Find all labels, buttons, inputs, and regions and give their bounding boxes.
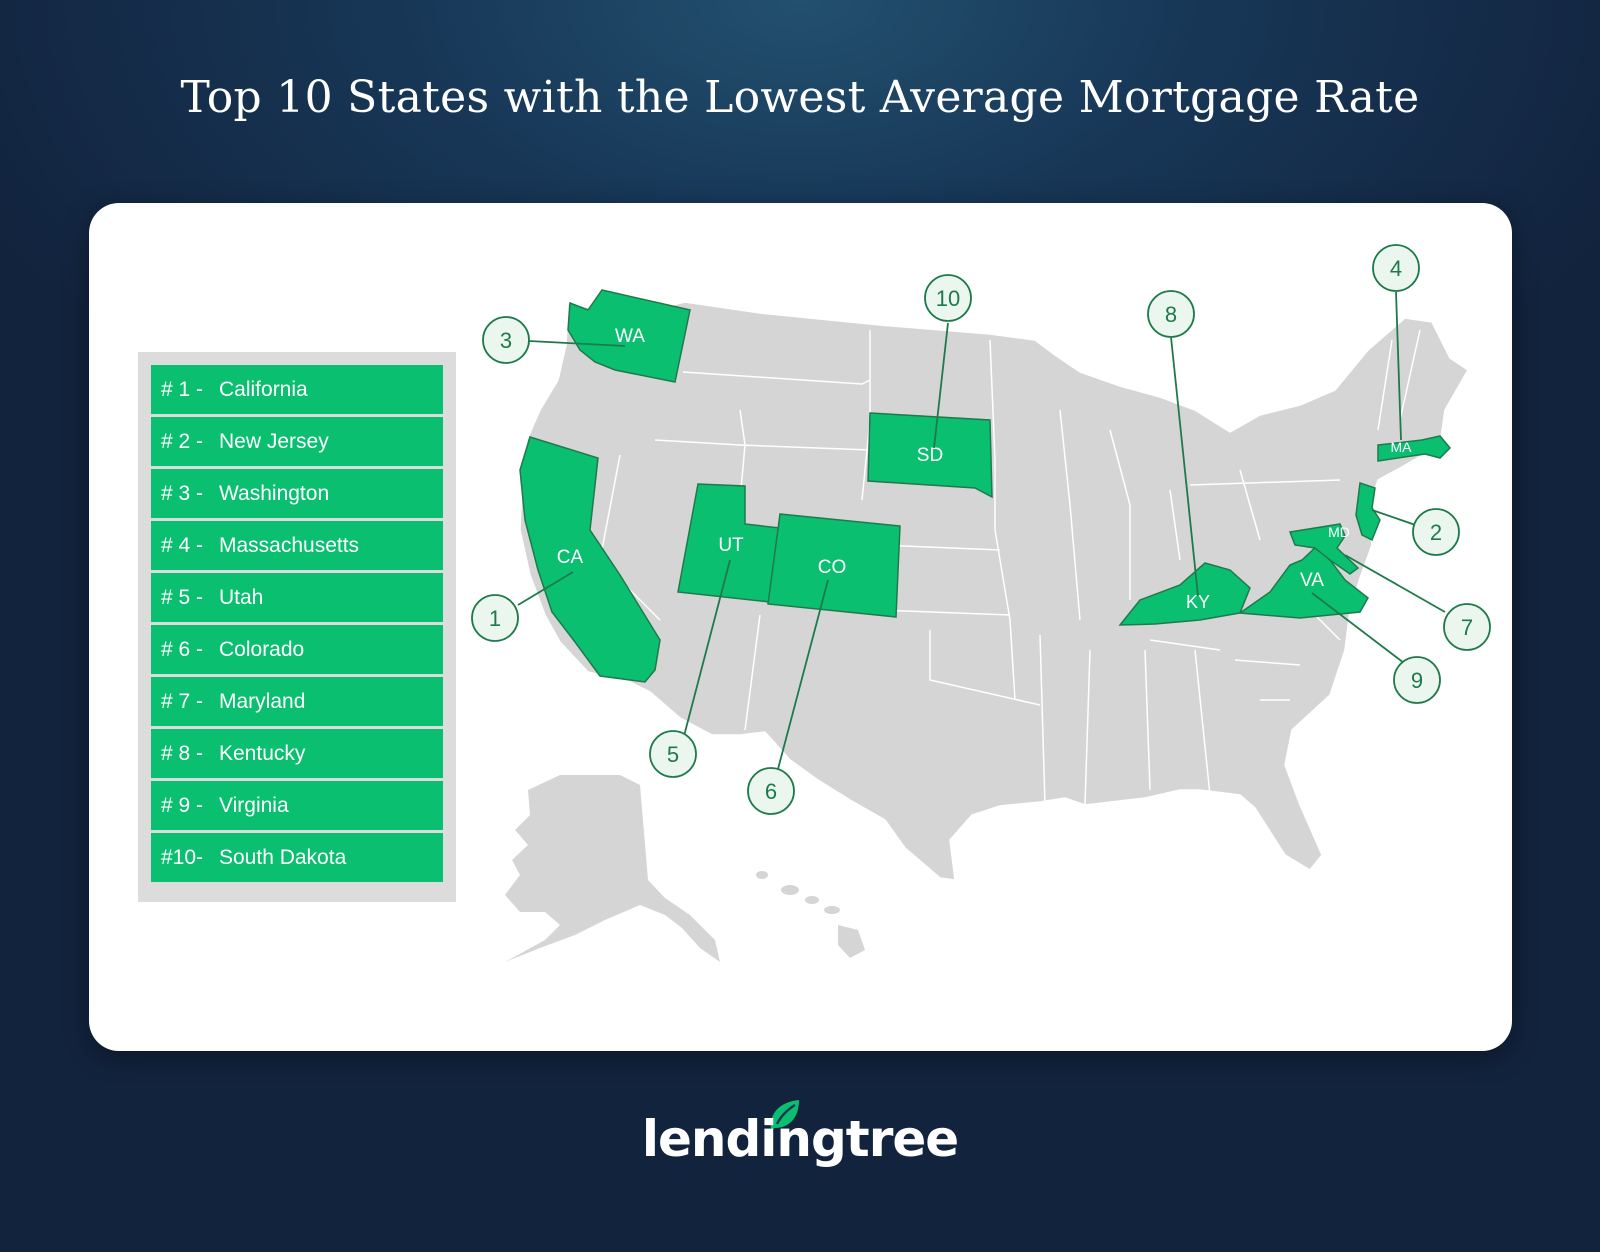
state-label-va: VA bbox=[1300, 570, 1324, 591]
callout-number: 4 bbox=[1390, 256, 1402, 281]
state-label-md: MD bbox=[1328, 524, 1350, 540]
lendingtree-logo: lendingtree bbox=[641, 1110, 959, 1168]
legend-state: New Jersey bbox=[219, 430, 329, 453]
callout-4: 4 bbox=[1372, 244, 1420, 292]
legend-rank: # 1 - bbox=[161, 378, 204, 401]
callout-leader-lines bbox=[517, 291, 1446, 770]
legend-state: Utah bbox=[219, 586, 264, 609]
legend-item: # 4 - Massachusetts bbox=[151, 521, 443, 570]
page-title: Top 10 States with the Lowest Average Mo… bbox=[180, 72, 1420, 123]
legend-item: # 2 - New Jersey bbox=[151, 417, 443, 466]
state-ca-shape bbox=[519, 436, 661, 683]
alaska-shape bbox=[505, 775, 720, 962]
legend-item: # 3 - Washington bbox=[151, 469, 443, 518]
callout-2: 2 bbox=[1412, 508, 1460, 556]
state-sd-shape bbox=[867, 412, 993, 499]
callout-9: 9 bbox=[1393, 656, 1441, 704]
callout-number: 9 bbox=[1411, 668, 1423, 693]
legend-item: # 9 - Virginia bbox=[151, 781, 443, 830]
legend-state: Colorado bbox=[219, 638, 305, 661]
callout-7: 7 bbox=[1443, 603, 1491, 651]
callout-10: 10 bbox=[924, 274, 972, 322]
callout-8: 8 bbox=[1147, 290, 1195, 338]
state-label-wa: WA bbox=[615, 326, 645, 347]
legend-item: # 1 - California bbox=[151, 365, 443, 414]
legend-item: # 8 - Kentucky bbox=[151, 729, 443, 778]
continental-us-shape bbox=[519, 301, 1470, 881]
ranking-legend: # 1 - California # 2 - New Jersey # 3 - … bbox=[138, 352, 456, 902]
state-label-ca: CA bbox=[557, 547, 584, 568]
callout-number: 1 bbox=[489, 606, 501, 631]
legend-rank: # 4 - bbox=[161, 534, 204, 557]
state-label-sd: SD bbox=[917, 445, 943, 466]
callout-number: 8 bbox=[1165, 302, 1177, 327]
state-co-shape bbox=[767, 513, 901, 618]
legend-rank: # 6 - bbox=[161, 638, 204, 661]
state-nj-shape bbox=[1355, 481, 1381, 542]
callout-number: 3 bbox=[500, 328, 512, 353]
callout-5: 5 bbox=[649, 730, 697, 778]
state-label-nj: NJ bbox=[1389, 502, 1407, 519]
state-label-ma: MA bbox=[1391, 439, 1413, 455]
state-md-shape bbox=[1288, 523, 1360, 575]
callout-number: 6 bbox=[765, 779, 777, 804]
legend-state: Maryland bbox=[219, 690, 306, 713]
legend-rank: #10- bbox=[161, 846, 204, 869]
leaf-icon bbox=[770, 1100, 799, 1130]
state-wa-shape bbox=[567, 289, 691, 383]
state-ky-shape bbox=[1118, 562, 1251, 626]
legend-item: #10- South Dakota bbox=[151, 833, 443, 882]
legend-state: Massachusetts bbox=[219, 534, 360, 557]
legend-item: # 6 - Colorado bbox=[151, 625, 443, 674]
callout-6: 6 bbox=[747, 767, 795, 815]
callout-1: 1 bbox=[471, 594, 519, 642]
legend-state: Virginia bbox=[219, 794, 289, 817]
state-ma-shape bbox=[1377, 435, 1452, 462]
state-label-ut: UT bbox=[718, 535, 744, 556]
legend-state: Washington bbox=[219, 482, 330, 505]
hawaii-shape bbox=[756, 871, 865, 958]
legend-rank: # 3 - bbox=[161, 482, 204, 505]
callout-3: 3 bbox=[482, 316, 530, 364]
legend-state: Kentucky bbox=[219, 742, 306, 765]
legend-state: California bbox=[219, 378, 308, 401]
legend-rank: # 8 - bbox=[161, 742, 204, 765]
legend-rank: # 5 - bbox=[161, 586, 204, 609]
callout-number: 10 bbox=[936, 286, 960, 311]
legend-rank: # 7 - bbox=[161, 690, 204, 713]
legend-state: South Dakota bbox=[219, 846, 347, 869]
callout-number: 5 bbox=[667, 742, 679, 767]
highlighted-states bbox=[519, 289, 1452, 683]
legend-rank: # 2 - bbox=[161, 430, 204, 453]
legend-item: # 5 - Utah bbox=[151, 573, 443, 622]
legend-item: # 7 - Maryland bbox=[151, 677, 443, 726]
callout-number: 2 bbox=[1430, 520, 1442, 545]
state-label-ky: KY bbox=[1186, 592, 1210, 612]
state-label-co: CO bbox=[818, 557, 847, 578]
callout-number: 7 bbox=[1461, 615, 1473, 640]
legend-rank: # 9 - bbox=[161, 794, 204, 817]
